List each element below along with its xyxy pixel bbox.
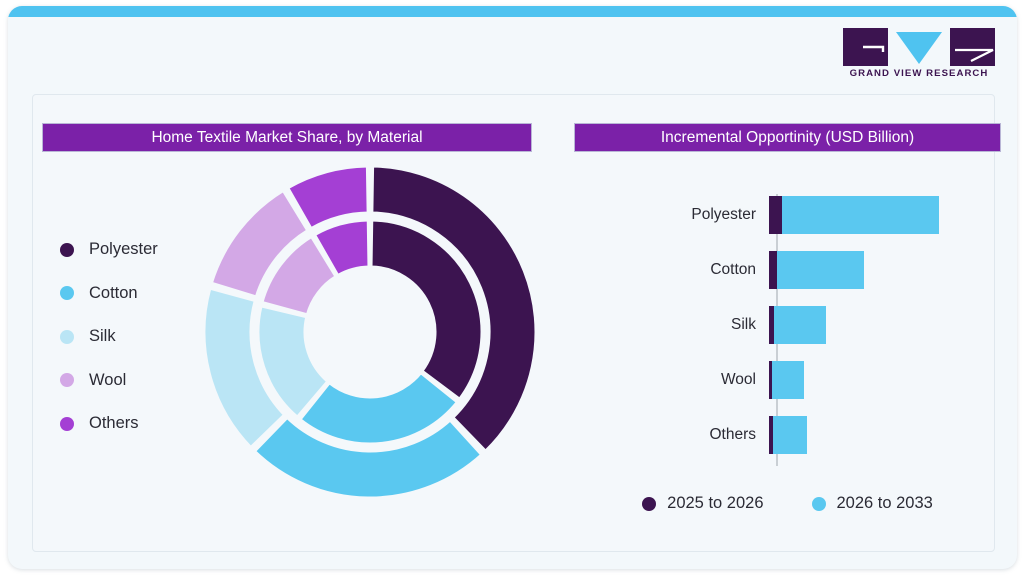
bar-segment-2026-2033 [772, 361, 804, 399]
bar-stack [769, 416, 807, 454]
bar-segment-2025-2026 [769, 306, 774, 344]
legend-color-swatch [60, 329, 74, 344]
bar-stack [769, 196, 939, 234]
doughnut-slice [202, 286, 287, 450]
period-legend: 2025 to 2026 2026 to 2033 [574, 494, 1001, 513]
right-chart-title: Incremental Opportinity (USD Billion) [574, 123, 1001, 152]
bar-stack [769, 251, 864, 289]
legend-item-label: Polyester [89, 240, 158, 259]
doughnut-svg [202, 164, 538, 500]
doughnut-slice [252, 415, 484, 500]
legend-item: Silk [60, 315, 230, 359]
bar-category-label: Cotton [710, 261, 756, 278]
doughnut-slice [256, 304, 330, 420]
bar-category-label: Polyester [691, 206, 756, 223]
bar-stack [769, 306, 826, 344]
legend-item: Polyester [60, 228, 230, 272]
bar-segment-2026-2033 [774, 306, 826, 344]
bar-segment-2025-2026 [769, 251, 777, 289]
period-legend-item: 2025 to 2026 [642, 494, 764, 513]
legend-item-label: Wool [89, 370, 127, 389]
doughnut-slice [369, 218, 484, 402]
bar-row: Others [574, 416, 1001, 454]
bar-segment-2025-2026 [769, 416, 773, 454]
doughnut-slice [209, 188, 310, 299]
material-legend: Polyester Cotton Silk Wool Others [60, 228, 230, 446]
legend-item: Others [60, 402, 230, 446]
bar-row: Polyester [574, 196, 1001, 234]
gvr-logo-mark [843, 28, 995, 66]
legend-item-label: Others [89, 414, 139, 433]
period-legend-label: 2026 to 2033 [836, 494, 933, 512]
legend-color-swatch [60, 286, 74, 301]
legend-item: Cotton [60, 272, 230, 316]
bar-segment-2026-2033 [777, 251, 864, 289]
bar-row: Wool [574, 361, 1001, 399]
period-legend-label: 2025 to 2026 [667, 494, 764, 512]
bar-category-label: Others [709, 426, 756, 443]
legend-item: Wool [60, 359, 230, 403]
bar-segment-2026-2033 [773, 416, 807, 454]
legend-color-swatch [60, 416, 74, 431]
bar-segment-2025-2026 [769, 361, 772, 399]
bar-segment-2025-2026 [769, 196, 782, 234]
incremental-opportunity-bar-chart: Polyester Cotton Silk Wool Others [574, 186, 1001, 471]
brand-logo: GRAND VIEW RESEARCH [843, 28, 995, 84]
doughnut-slice [260, 234, 339, 317]
bar-category-label: Silk [731, 316, 756, 333]
bar-stack [769, 361, 804, 399]
legend-item-label: Cotton [89, 283, 138, 302]
bar-segment-2026-2033 [782, 196, 939, 234]
market-share-doughnut-chart [202, 164, 538, 500]
brand-name: GRAND VIEW RESEARCH [849, 68, 989, 79]
period-legend-item: 2026 to 2033 [811, 494, 933, 513]
bar-category-label: Wool [720, 371, 756, 388]
bar-row: Silk [574, 306, 1001, 344]
legend-color-swatch [60, 373, 74, 388]
period-legend-swatch [642, 496, 657, 511]
infographic-card: GRAND VIEW RESEARCH Home Textile Market … [8, 6, 1017, 569]
doughnut-slice [297, 370, 460, 446]
doughnut-slice [312, 218, 371, 278]
legend-item-label: Silk [89, 327, 116, 346]
period-legend-swatch [811, 496, 826, 511]
doughnut-slice [370, 164, 538, 454]
accent-top-bar [8, 6, 1017, 17]
left-chart-title: Home Textile Market Share, by Material [42, 123, 532, 152]
doughnut-slice [285, 164, 370, 231]
legend-color-swatch [60, 242, 74, 257]
bar-row: Cotton [574, 251, 1001, 289]
